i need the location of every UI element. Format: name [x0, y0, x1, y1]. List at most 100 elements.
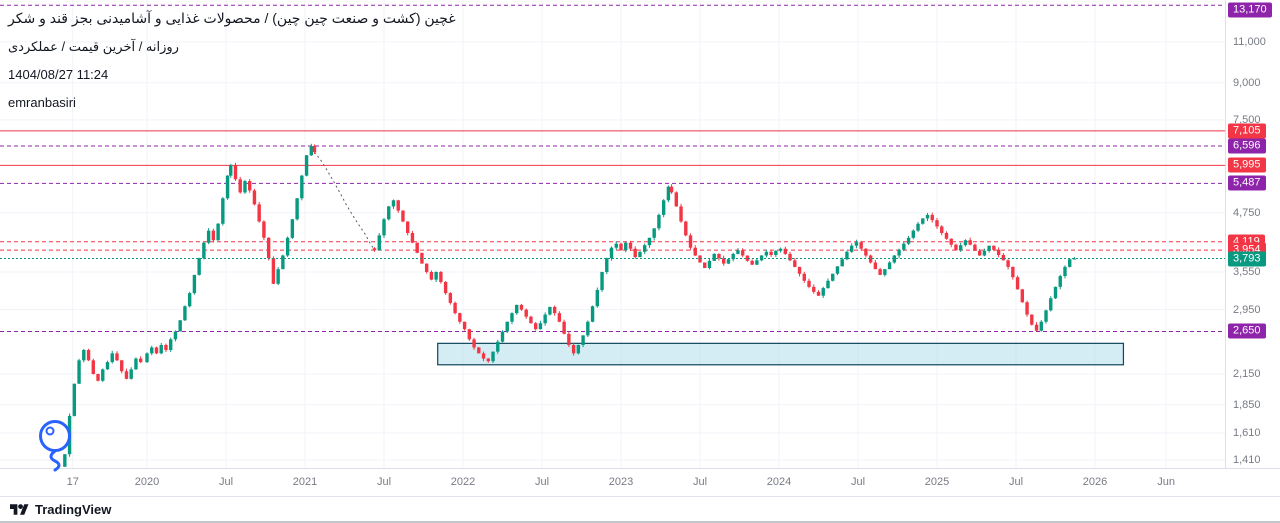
- candle-body: [243, 181, 247, 193]
- candle-body: [736, 250, 740, 254]
- chart-pane[interactable]: غچین (کشت و صنعت چین چین) / محصولات غذای…: [0, 0, 1225, 472]
- candle-body: [295, 198, 299, 220]
- candle-body: [1063, 266, 1067, 277]
- candle-body: [496, 341, 500, 352]
- candle-body: [115, 353, 119, 361]
- candle-body: [740, 250, 745, 256]
- candle-body: [812, 286, 816, 292]
- candle-body: [679, 206, 683, 222]
- time-tick: Jul: [692, 476, 708, 488]
- candle-body: [750, 260, 754, 265]
- candle-body: [769, 251, 773, 255]
- candle-body: [703, 262, 707, 269]
- time-tick: 2022: [450, 476, 476, 488]
- candle-body: [150, 347, 154, 354]
- chart-legend: غچین (کشت و صنعت چین چین) / محصولات غذای…: [8, 10, 456, 122]
- candle-body: [944, 233, 949, 239]
- candle-body: [548, 306, 552, 315]
- time-axis[interactable]: 17 2020 Jul 2021 Jul 2022 Jul 2023 Jul 2024 Jul 202…: [0, 468, 1280, 497]
- candle-body: [96, 374, 100, 381]
- candle-body: [187, 293, 192, 307]
- candle-body: [238, 179, 242, 193]
- time-tick: Jul: [218, 476, 234, 488]
- time-tick: 2024: [766, 476, 792, 488]
- price-tick: 4,750: [1233, 206, 1261, 219]
- candle-body: [883, 269, 887, 275]
- candle-body: [666, 186, 671, 201]
- candle-body: [266, 237, 271, 259]
- candle-body: [571, 344, 576, 354]
- price-badge: 5,995: [1228, 157, 1266, 173]
- candle-body: [887, 262, 892, 270]
- candle-body: [211, 230, 216, 241]
- candle-body: [1006, 260, 1010, 267]
- candle-body: [101, 369, 105, 381]
- time-tick: 2021: [292, 476, 318, 488]
- candle-body: [481, 353, 486, 359]
- candle-body: [845, 251, 849, 260]
- attribution-bar: TradingView: [0, 496, 1280, 521]
- candle-body: [921, 218, 925, 224]
- candle-body: [154, 347, 159, 354]
- candle-body: [129, 369, 133, 379]
- candle-body: [797, 266, 802, 274]
- time-tick: 2025: [924, 476, 950, 488]
- candle-body: [590, 306, 595, 322]
- candle-body: [257, 204, 261, 222]
- gap-connector-line: [314, 151, 375, 251]
- candle-body: [1001, 254, 1006, 261]
- candle-body: [693, 247, 697, 256]
- candle-body: [826, 280, 830, 289]
- candle-body: [285, 237, 290, 256]
- candle-body: [930, 214, 934, 221]
- candle-body: [543, 314, 547, 324]
- candle-body: [722, 258, 726, 264]
- candle-body: [959, 245, 963, 251]
- candle-body: [453, 302, 457, 314]
- time-tick: Jun: [1157, 476, 1175, 488]
- price-badge: 3,793: [1228, 251, 1266, 267]
- price-tick: 9,000: [1233, 76, 1261, 89]
- balloon-drawing[interactable]: [30, 416, 80, 474]
- candle-body: [717, 253, 721, 259]
- candle-body: [202, 242, 206, 259]
- candle-body: [410, 233, 415, 243]
- candle-body: [605, 258, 609, 272]
- candle-body: [477, 347, 481, 354]
- candle-body: [309, 145, 314, 156]
- price-tick: 1,410: [1233, 453, 1261, 466]
- candle-body: [661, 200, 666, 215]
- candle-body: [1068, 259, 1072, 267]
- tradingview-logo-icon[interactable]: [10, 503, 29, 516]
- candle-body: [216, 223, 220, 241]
- candle-body: [262, 221, 266, 238]
- candle-body: [647, 237, 652, 246]
- price-badge: 7,105: [1228, 123, 1266, 139]
- candle-body: [443, 281, 448, 294]
- candle-body: [859, 242, 863, 249]
- time-tick: 2026: [1082, 476, 1108, 488]
- candle-body: [225, 175, 230, 199]
- time-tick: Jul: [534, 476, 550, 488]
- candle-body: [973, 244, 977, 251]
- candle-body: [586, 321, 590, 336]
- price-tick: 3,550: [1233, 266, 1261, 278]
- candle-body: [669, 186, 674, 193]
- candle-body: [576, 344, 581, 354]
- candle-body: [377, 235, 381, 251]
- candle-body: [415, 242, 419, 253]
- symbol-title[interactable]: غچین (کشت و صنعت چین چین) / محصولات غذای…: [8, 10, 456, 26]
- candle-body: [821, 288, 825, 296]
- candle-body: [902, 243, 906, 250]
- candle-body: [138, 358, 143, 363]
- candle-body: [774, 250, 778, 255]
- tradingview-brand[interactable]: TradingView: [35, 501, 112, 517]
- candlestick-chart[interactable]: [0, 0, 1225, 468]
- candle-body: [1025, 302, 1029, 315]
- candle-body: [500, 331, 505, 342]
- candle-body: [1011, 266, 1015, 278]
- price-axis[interactable]: 11,000 9,000 7,500 4,750 3,550 2,950 2,150 1,85…: [1225, 0, 1280, 468]
- support-zone-rectangle[interactable]: [437, 342, 1125, 366]
- price-badge: 5,487: [1228, 175, 1266, 191]
- candle-body: [764, 251, 769, 256]
